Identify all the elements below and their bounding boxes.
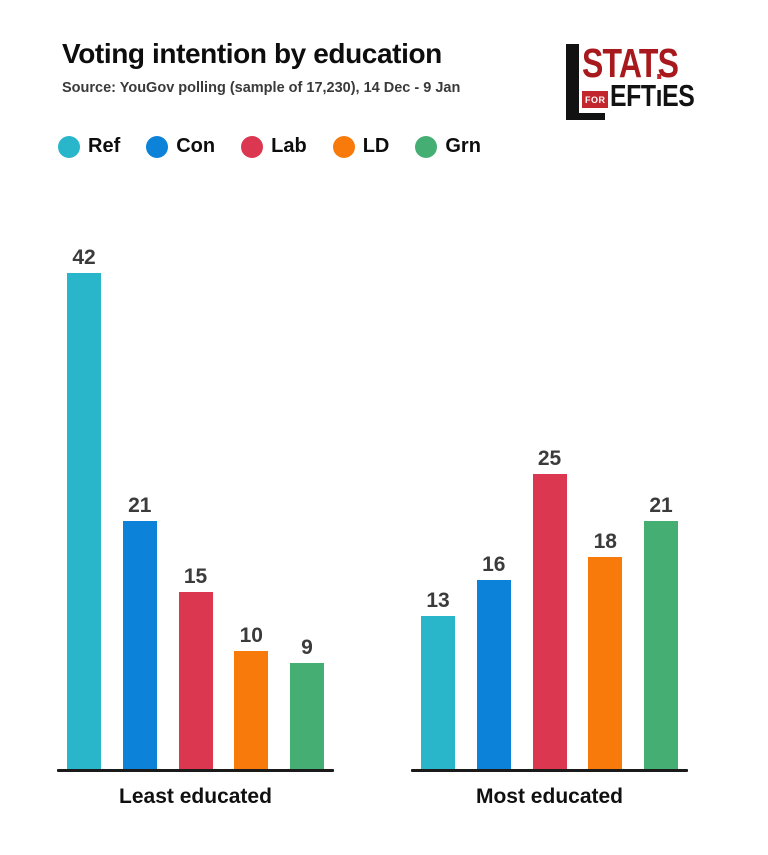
- legend-swatch-ld: [332, 135, 355, 158]
- bar-ld-least-educated: [234, 651, 269, 769]
- bar-value-label: 21: [128, 494, 152, 517]
- bar-con-least-educated: [122, 521, 157, 769]
- logo-l-mark: [565, 44, 605, 120]
- bar-wrap-grn-least-educated: 9: [290, 637, 324, 769]
- bar-wrap-ref-most-educated: 13: [421, 590, 455, 769]
- bar-value-label: 15: [183, 565, 208, 588]
- source-caption: Source: YouGov polling (sample of 17,230…: [62, 80, 461, 96]
- bar-wrap-grn-most-educated: 21: [644, 495, 678, 769]
- bars-least-educated: 42 21 15 10 9: [57, 237, 334, 769]
- bar-wrap-lab-least-educated: 15: [178, 565, 213, 769]
- x-axis-line-most-educated: [411, 769, 688, 772]
- stats-for-lefties-logo: STATS FOR EFTıES: [565, 40, 716, 120]
- bar-wrap-ref-least-educated: 42: [67, 247, 101, 769]
- logo-lefties-row: FOR EFTıES: [581, 80, 716, 111]
- legend: Ref Con Lab LD Grn: [58, 135, 481, 158]
- bar-value-label: 42: [72, 246, 96, 269]
- bar-value-label: 10: [239, 624, 263, 647]
- bars-most-educated: 13 16 25 18 21: [411, 237, 688, 769]
- category-label-least-educated: Least educated: [119, 785, 272, 808]
- bar-ref-most-educated: [421, 616, 455, 769]
- bar-value-label: 16: [482, 553, 506, 576]
- bar-grn-most-educated: [644, 521, 678, 769]
- x-axis-line-least-educated: [57, 769, 334, 772]
- logo-text: STATS FOR EFTıES: [581, 40, 716, 120]
- legend-item-grn: Grn: [415, 135, 481, 158]
- legend-swatch-grn: [415, 135, 438, 158]
- chart-header: Voting intention by education Source: Yo…: [62, 38, 460, 96]
- legend-item-con: Con: [146, 135, 215, 158]
- legend-item-ref: Ref: [58, 135, 120, 158]
- logo-lefties-word: EFTıES: [610, 80, 695, 111]
- logo-lefties-pre: EFT: [610, 78, 657, 114]
- legend-label-ld: LD: [362, 135, 390, 157]
- bar-lab-least-educated: [178, 592, 213, 769]
- bar-value-label: 25: [537, 447, 562, 470]
- bar-value-label: 18: [593, 530, 617, 553]
- bar-ref-least-educated: [67, 273, 101, 769]
- chart-title: Voting intention by education: [62, 38, 442, 69]
- legend-swatch-lab: [241, 135, 264, 158]
- bar-value-label: 9: [301, 636, 313, 659]
- logo-for-badge: FOR: [581, 91, 609, 109]
- bar-grn-least-educated: [290, 663, 324, 769]
- bar-ld-most-educated: [588, 557, 623, 769]
- bar-wrap-ld-least-educated: 10: [234, 624, 269, 769]
- group-most-educated: 13 16 25 18 21 Most educated: [411, 237, 688, 809]
- bar-lab-most-educated: [532, 474, 567, 769]
- bar-con-most-educated: [476, 580, 511, 769]
- legend-label-con: Con: [176, 135, 216, 157]
- logo-stats-word: STATS: [581, 40, 679, 86]
- logo-dotted-i: ı: [656, 78, 663, 114]
- group-least-educated: 42 21 15 10 9 Least educated: [57, 237, 334, 809]
- bar-wrap-lab-most-educated: 25: [532, 447, 567, 769]
- legend-label-ref: Ref: [88, 135, 121, 157]
- bar-value-label: 13: [426, 589, 450, 612]
- legend-label-grn: Grn: [445, 135, 481, 157]
- legend-label-lab: Lab: [271, 135, 307, 157]
- bar-chart: 42 21 15 10 9 Least educated 13 16 25 18 21 Most ed…: [57, 237, 688, 809]
- legend-item-ld: LD: [332, 135, 390, 158]
- bar-wrap-con-most-educated: 16: [476, 553, 511, 769]
- legend-swatch-ref: [58, 135, 80, 158]
- category-label-most-educated: Most educated: [475, 785, 624, 808]
- legend-item-lab: Lab: [241, 135, 307, 158]
- bar-value-label: 21: [649, 494, 673, 517]
- bar-wrap-ld-most-educated: 18: [588, 530, 623, 769]
- legend-swatch-con: [146, 135, 169, 158]
- bar-wrap-con-least-educated: 21: [122, 494, 157, 769]
- logo-lefties-post: ES: [662, 78, 696, 114]
